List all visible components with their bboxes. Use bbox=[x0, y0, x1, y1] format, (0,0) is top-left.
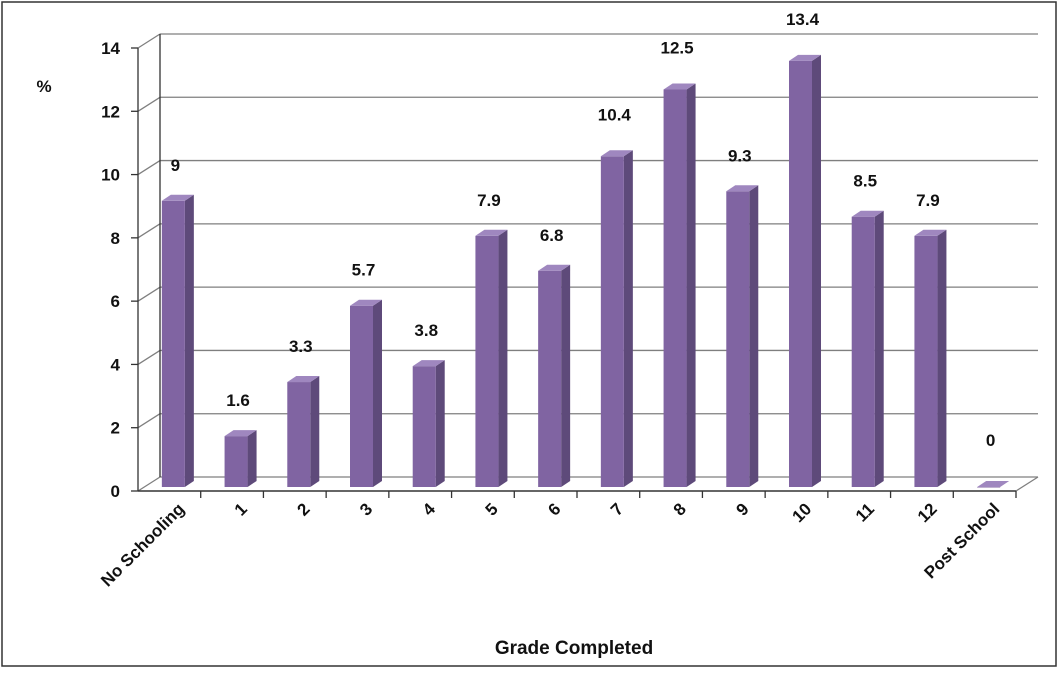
bar-top bbox=[161, 194, 194, 201]
bar-side bbox=[937, 229, 947, 487]
bar-side bbox=[184, 194, 194, 488]
data-label: 12.5 bbox=[661, 38, 694, 57]
y-tick-label: 14 bbox=[101, 39, 120, 58]
y-tick-label: 4 bbox=[111, 355, 121, 374]
bar-side bbox=[310, 376, 320, 487]
gridline-side bbox=[137, 160, 161, 176]
x-axis-title: Grade Completed bbox=[495, 638, 653, 659]
bar-top bbox=[224, 430, 257, 437]
data-label: 3.3 bbox=[289, 337, 313, 356]
y-tick-label: 12 bbox=[101, 102, 120, 121]
data-label: 8.5 bbox=[853, 172, 877, 191]
bar bbox=[538, 270, 562, 487]
y-tick-label: 8 bbox=[111, 229, 120, 248]
bar-side bbox=[435, 360, 445, 487]
bar bbox=[600, 156, 624, 487]
data-label: 1.6 bbox=[226, 391, 250, 410]
bar bbox=[161, 200, 185, 488]
bar bbox=[726, 191, 750, 487]
bar-side bbox=[874, 210, 884, 487]
bar-side bbox=[561, 264, 571, 487]
data-label: 7.9 bbox=[916, 191, 940, 210]
gridline-side bbox=[137, 413, 161, 429]
bar bbox=[851, 216, 875, 487]
data-label: 0 bbox=[986, 431, 995, 450]
gridline-side bbox=[137, 96, 161, 112]
bar bbox=[350, 305, 373, 487]
gridline-side bbox=[137, 476, 161, 492]
data-label: 7.9 bbox=[477, 191, 501, 210]
gridline-side bbox=[137, 223, 161, 239]
bar-side bbox=[749, 185, 759, 487]
bar-top bbox=[977, 481, 1010, 487]
y-axis-title: % bbox=[36, 77, 51, 96]
bar-top bbox=[538, 264, 571, 271]
bar-side bbox=[373, 299, 382, 487]
bar-top bbox=[851, 210, 884, 217]
bar bbox=[977, 487, 1001, 488]
bar-top bbox=[350, 299, 382, 306]
bar-top bbox=[663, 83, 696, 90]
bar-side bbox=[498, 229, 508, 487]
bar-side bbox=[623, 150, 633, 487]
data-label: 3.8 bbox=[414, 321, 438, 340]
bar-top bbox=[287, 376, 320, 383]
y-tick-label: 10 bbox=[101, 166, 120, 185]
data-label: 9 bbox=[171, 156, 180, 175]
x-axis-right-edge bbox=[1015, 476, 1039, 492]
gridline-side bbox=[137, 286, 161, 302]
y-tick-label: 6 bbox=[111, 292, 120, 311]
bar-top bbox=[600, 150, 633, 157]
data-label: 9.3 bbox=[728, 146, 752, 165]
bar bbox=[663, 89, 687, 488]
bar bbox=[287, 382, 311, 487]
bar-side bbox=[686, 83, 696, 488]
y-tick-label: 2 bbox=[111, 419, 120, 438]
gridline-side bbox=[137, 33, 161, 49]
bar-top bbox=[726, 185, 759, 192]
bar bbox=[224, 436, 248, 487]
bar-side bbox=[247, 430, 257, 487]
bar-side bbox=[812, 54, 821, 488]
bar-top bbox=[914, 229, 947, 236]
data-label: 5.7 bbox=[352, 261, 376, 280]
bars bbox=[161, 54, 1010, 488]
bar-top bbox=[412, 360, 445, 367]
y-tick-label: 0 bbox=[111, 482, 120, 501]
data-label: 6.8 bbox=[540, 226, 564, 245]
data-labels: 9 1.6 3.3 5.7 3.8 7.9 6.8 10.4 12.5 9.3 13.4 8.5 7.9… bbox=[171, 10, 996, 450]
gridline-side bbox=[137, 349, 161, 365]
bar-top bbox=[475, 229, 508, 236]
bar bbox=[789, 60, 812, 488]
bar-top bbox=[789, 54, 821, 61]
bar bbox=[475, 235, 499, 487]
bar bbox=[914, 235, 938, 487]
data-label: 10.4 bbox=[598, 105, 632, 124]
data-label: 13.4 bbox=[786, 10, 820, 29]
bar bbox=[412, 366, 436, 487]
